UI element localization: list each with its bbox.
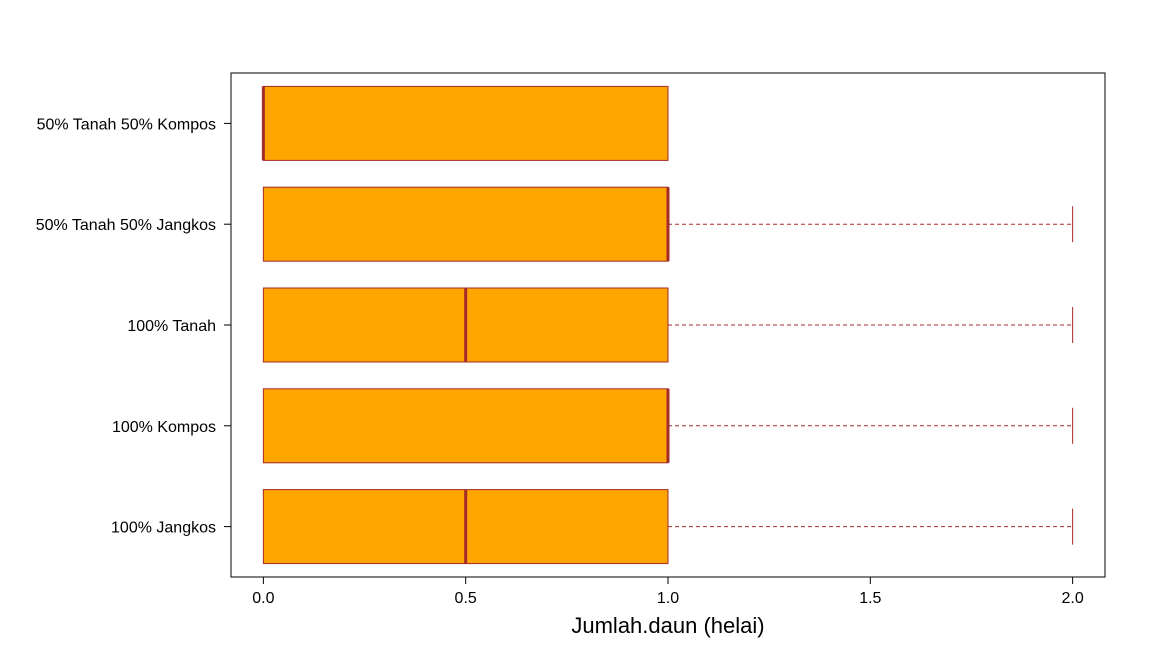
x-tick-label: 0.5 xyxy=(455,590,477,607)
boxes-layer xyxy=(261,85,1074,565)
x-axis-title: Jumlah.daun (helai) xyxy=(571,613,764,638)
box-group xyxy=(262,287,1074,363)
y-tick-label: 50% Tanah 50% Jangkos xyxy=(36,217,216,234)
x-tick-label: 2.0 xyxy=(1062,590,1084,607)
x-tick-label: 0.0 xyxy=(252,590,274,607)
box-group xyxy=(262,388,1074,464)
x-tick-label: 1.5 xyxy=(859,590,881,607)
box-group xyxy=(262,186,1074,262)
y-tick-label: 50% Tanah 50% Kompos xyxy=(37,116,216,133)
box xyxy=(262,186,669,262)
y-axis-labels: 100% Jangkos 100% Kompos 100% Tanah 50% Tan… xyxy=(36,116,231,537)
y-tick-label: 100% Jangkos xyxy=(111,520,216,537)
y-tick-label: 100% Kompos xyxy=(112,419,216,436)
box xyxy=(262,85,669,161)
box-group xyxy=(261,85,669,161)
y-tick-label: 100% Tanah xyxy=(127,318,216,335)
box xyxy=(262,388,669,464)
box-group xyxy=(262,489,1074,565)
x-axis: 0.0 0.5 1.0 1.5 2.0 xyxy=(252,577,1084,607)
x-tick-label: 1.0 xyxy=(657,590,679,607)
